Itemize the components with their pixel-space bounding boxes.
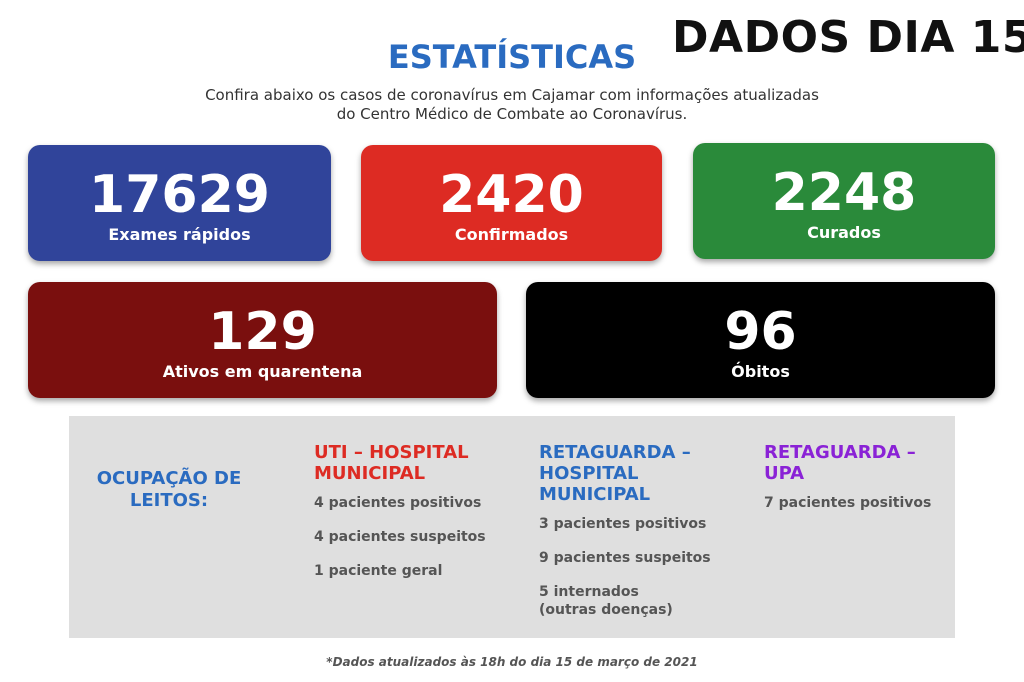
update-footnote: *Dados atualizados às 18h do dia 15 de m…: [326, 655, 698, 669]
retaguarda-upa-column: RETAGUARDA – UPA 7 pacientes positivos: [764, 442, 964, 528]
retaguarda-hospital-heading-line-2: HOSPITAL: [539, 463, 639, 484]
stat-label-ativos: Ativos em quarentena: [162, 362, 363, 381]
subtitle-line-1: Confira abaixo os casos de coronavírus e…: [205, 86, 819, 104]
list-item: 9 pacientes suspeitos: [539, 550, 711, 566]
subtitle-line-2: do Centro Médico de Combate ao Coronavír…: [336, 105, 688, 123]
retaguarda-hospital-heading-line-3: MUNICIPAL: [539, 484, 651, 505]
stat-card-obitos: 96 Óbitos: [526, 282, 995, 398]
stat-label-obitos: Óbitos: [731, 362, 790, 381]
stat-value-ativos: 129: [208, 302, 317, 362]
list-item: 5 internados (outras doenças): [539, 584, 673, 618]
bed-occupancy-panel: OCUPAÇÃO DE LEITOS: UTI – HOSPITAL MUNIC…: [69, 416, 955, 638]
stat-value-confirmados: 2420: [439, 165, 584, 225]
bed-occupancy-title: OCUPAÇÃO DE LEITOS:: [89, 468, 249, 512]
retaguarda-upa-heading-line-1: RETAGUARDA –: [764, 442, 916, 463]
uti-heading: UTI – HOSPITAL MUNICIPAL: [314, 442, 514, 484]
retaguarda-upa-heading-line-2: UPA: [764, 463, 805, 484]
retaguarda-hospital-heading: RETAGUARDA – HOSPITAL MUNICIPAL: [539, 442, 739, 505]
retaguarda-hospital-column: RETAGUARDA – HOSPITAL MUNICIPAL 3 pacien…: [539, 442, 739, 635]
uti-heading-line-1: UTI – HOSPITAL: [314, 442, 469, 463]
page-title: ESTATÍSTICAS: [387, 38, 637, 76]
list-item: 1 paciente geral: [314, 563, 443, 579]
stat-card-curados: 2248 Curados: [693, 143, 995, 259]
stat-value-obitos: 96: [724, 302, 797, 362]
bed-occupancy-title-line-2: LEITOS:: [129, 490, 209, 511]
stat-label-confirmados: Confirmados: [454, 225, 569, 244]
stat-card-confirmados: 2420 Confirmados: [361, 145, 662, 261]
retaguarda-upa-heading: RETAGUARDA – UPA: [764, 442, 964, 484]
stat-card-ativos: 129 Ativos em quarentena: [28, 282, 497, 398]
stat-card-exames: 17629 Exames rápidos: [28, 145, 331, 261]
page-subtitle: Confira abaixo os casos de coronavírus e…: [150, 86, 874, 124]
list-item: 4 pacientes suspeitos: [314, 529, 486, 545]
retaguarda-hospital-heading-line-1: RETAGUARDA –: [539, 442, 691, 463]
list-item: 3 pacientes positivos: [539, 516, 707, 532]
stat-value-exames: 17629: [89, 165, 270, 225]
stat-value-curados: 2248: [771, 163, 917, 223]
list-item: 4 pacientes positivos: [314, 495, 482, 511]
uti-column: UTI – HOSPITAL MUNICIPAL 4 pacientes pos…: [314, 442, 514, 596]
list-item: 7 pacientes positivos: [764, 495, 932, 511]
uti-heading-line-2: MUNICIPAL: [314, 463, 426, 484]
bed-occupancy-title-line-1: OCUPAÇÃO DE: [96, 468, 242, 489]
stat-label-exames: Exames rápidos: [108, 225, 251, 244]
stat-label-curados: Curados: [807, 223, 881, 242]
day-title: DADOS DIA 15: [672, 12, 1024, 63]
